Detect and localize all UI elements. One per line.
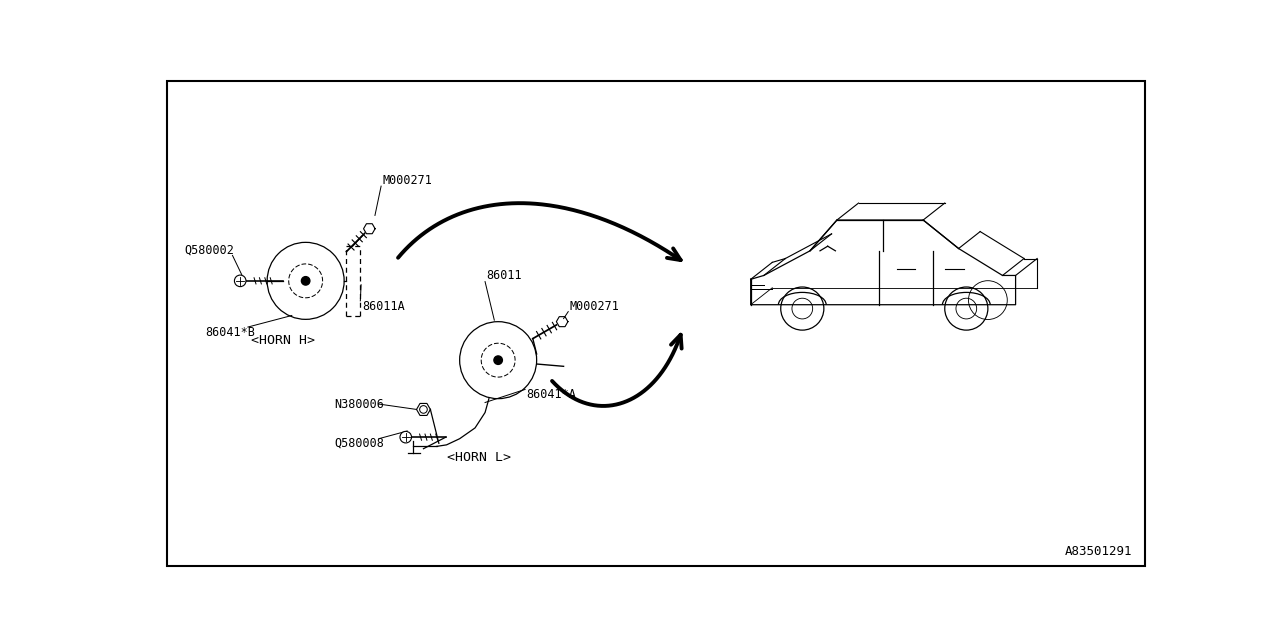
Text: M000271: M000271: [383, 174, 433, 188]
Text: Q580002: Q580002: [184, 244, 234, 257]
Text: 86041*A: 86041*A: [526, 388, 576, 401]
Text: Q580008: Q580008: [334, 436, 384, 449]
Polygon shape: [416, 403, 430, 415]
Circle shape: [301, 276, 310, 285]
Text: N380006: N380006: [334, 397, 384, 410]
Text: 86041*B: 86041*B: [206, 326, 256, 339]
Polygon shape: [557, 317, 568, 326]
Circle shape: [399, 431, 412, 443]
Text: 86011: 86011: [486, 269, 522, 282]
Polygon shape: [364, 224, 375, 234]
Text: A83501291: A83501291: [1065, 545, 1132, 558]
Circle shape: [494, 356, 502, 364]
Text: M000271: M000271: [570, 300, 620, 313]
Text: <HORN L>: <HORN L>: [447, 451, 511, 465]
Circle shape: [234, 275, 246, 287]
Text: <HORN H>: <HORN H>: [251, 333, 315, 347]
Text: 86011A: 86011A: [362, 300, 404, 313]
